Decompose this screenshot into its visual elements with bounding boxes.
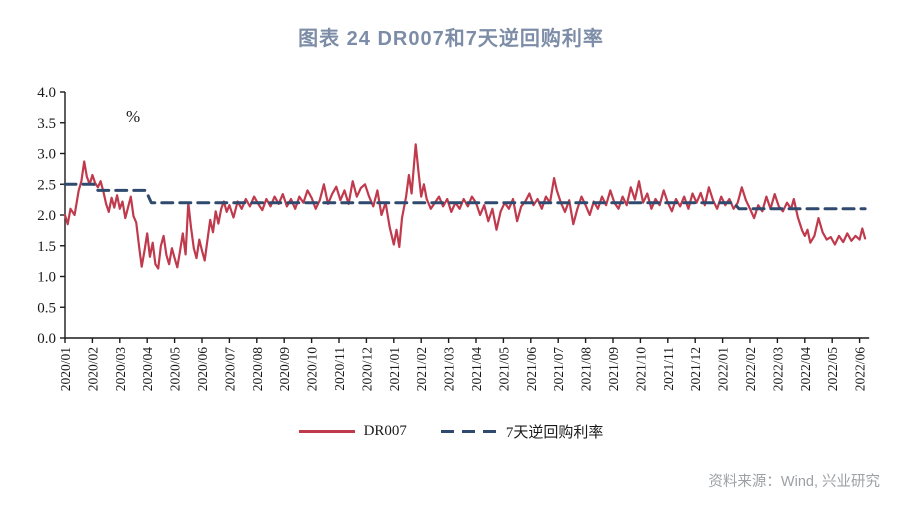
y-axis-tick-label: 0.5: [37, 300, 56, 316]
x-axis-tick-label: 2021/09: [606, 347, 621, 392]
x-axis-tick-label: 2020/07: [222, 347, 237, 392]
x-axis-tick-label: 2020/01: [58, 347, 73, 391]
x-axis-tick-label: 2020/12: [359, 347, 374, 391]
x-axis-tick-label: 2021/01: [387, 347, 402, 391]
y-axis-tick-label: 1.0: [37, 270, 56, 286]
x-axis-tick-label: 2022/04: [798, 347, 813, 392]
x-axis-tick-label: 2020/10: [305, 347, 320, 392]
legend-label-dr007: DR007: [363, 423, 407, 439]
source-note: 资料来源：Wind, 兴业研究: [708, 474, 880, 490]
repo7d-dashed-line-swatch-icon: [440, 430, 497, 433]
x-axis-tick-label: 2021/10: [633, 347, 648, 392]
x-axis-tick-label: 2021/05: [496, 347, 511, 392]
x-axis-tick-label: 2022/03: [770, 347, 785, 392]
x-axis-tick-label: 2022/01: [716, 347, 731, 391]
legend-item-dr007: DR007: [298, 423, 407, 440]
x-axis-tick-label: 2020/04: [140, 347, 155, 392]
chart-title: 图表 24 DR007和7天逆回购利率: [298, 28, 604, 50]
x-axis-tick-label: 2021/12: [688, 347, 703, 391]
legend-label-repo7d: 7天逆回购利率: [505, 425, 604, 441]
chart-legend: DR007 7天逆回购利率: [0, 421, 902, 442]
x-axis-tick-label: 2022/06: [853, 347, 868, 392]
x-axis-tick-label: 2021/03: [442, 347, 457, 392]
y-axis-tick-label: 2.0: [37, 208, 56, 224]
x-axis-tick-label: 2020/05: [168, 347, 183, 392]
y-axis-tick-label: 4.0: [37, 85, 56, 101]
x-axis-tick-label: 2020/06: [195, 347, 210, 392]
x-axis-tick-label: 2020/02: [85, 347, 100, 391]
repo7d-policy-rate-line: [63, 182, 867, 211]
legend-item-repo7d: 7天逆回购利率: [440, 421, 604, 442]
x-axis-tick-label: 2022/05: [825, 347, 840, 392]
y-axis-tick-label: 1.5: [37, 239, 56, 255]
dr007-line-swatch-icon: [298, 430, 355, 433]
x-axis-tick-label: 2022/02: [743, 347, 758, 391]
x-axis-tick-label: 2021/11: [661, 347, 676, 391]
dr007-line: [63, 143, 867, 270]
y-axis-tick-label: 0.0: [37, 331, 56, 347]
y-axis-tick-label: 3.0: [37, 147, 56, 163]
x-axis-tick-label: 2020/11: [332, 347, 347, 391]
x-axis-tick-label: 2021/07: [551, 347, 566, 392]
y-axis-unit-label: %: [126, 107, 140, 126]
x-axis-tick-label: 2020/08: [250, 347, 265, 392]
x-axis-tick-label: 2021/08: [579, 347, 594, 392]
x-axis-tick-label: 2021/06: [524, 347, 539, 392]
x-axis-tick-label: 2021/02: [414, 347, 429, 391]
y-axis-tick-label: 3.5: [37, 116, 56, 132]
y-axis-tick-label: 2.5: [37, 177, 56, 193]
x-axis-tick-label: 2021/04: [469, 347, 484, 392]
x-axis-tick-label: 2020/03: [113, 347, 128, 392]
x-axis-tick-label: 2020/09: [277, 347, 292, 392]
